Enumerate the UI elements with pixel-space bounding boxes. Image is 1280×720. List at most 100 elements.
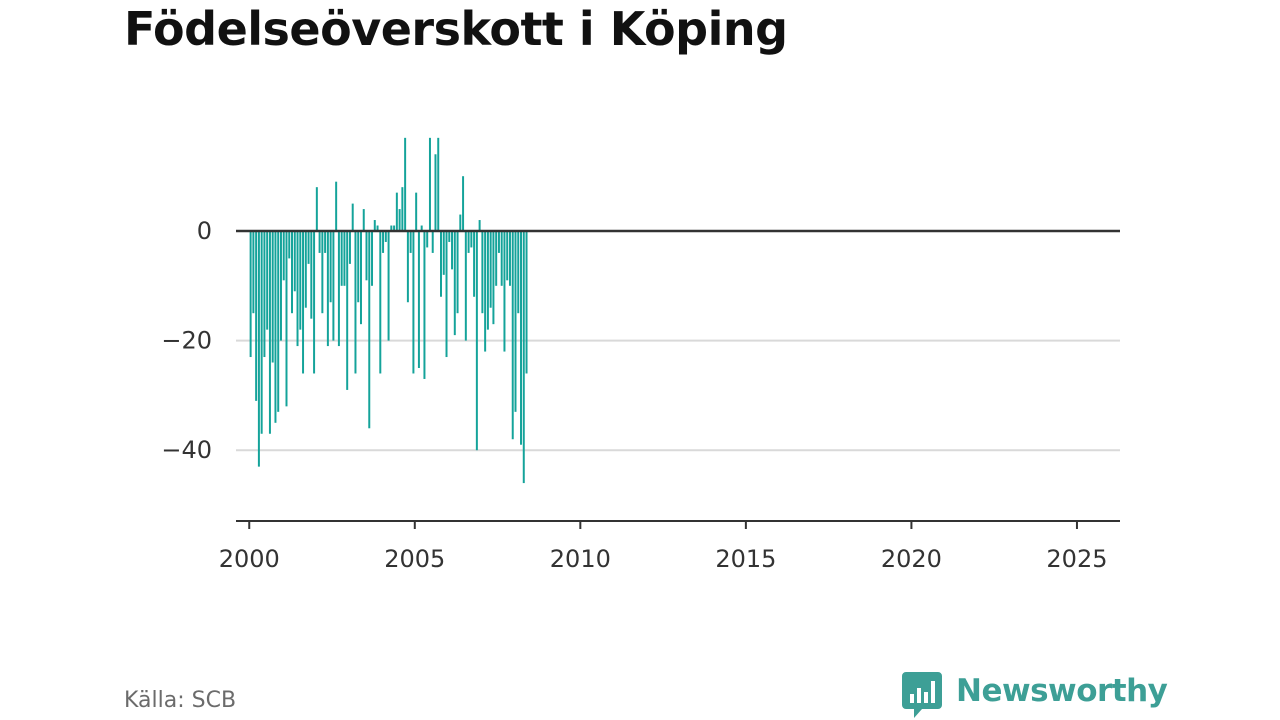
bar [318, 231, 321, 253]
bar [271, 231, 274, 363]
bar [266, 231, 269, 330]
bar [464, 231, 467, 341]
bar [357, 231, 360, 303]
bar [310, 231, 313, 319]
bar [329, 231, 332, 303]
bar [525, 231, 528, 374]
bar [299, 231, 302, 330]
gridlines [236, 339, 1120, 452]
axes [236, 229, 1120, 529]
newsworthy-logo: Newsworthy [902, 672, 1168, 720]
bar [415, 192, 418, 231]
bar [371, 231, 374, 286]
bar [393, 225, 396, 231]
bar [313, 231, 316, 374]
bar [315, 187, 318, 231]
bar [473, 231, 476, 297]
source-note: Källa: SCB [124, 688, 237, 713]
bar [351, 203, 354, 231]
bar [288, 231, 291, 259]
bar [431, 231, 434, 253]
bar [426, 231, 429, 248]
bar [321, 231, 324, 314]
bar-chart: 0 −20 −40 2000 2005 2010 2015 2020 2025 [161, 137, 1120, 573]
bar [456, 231, 459, 314]
bar [428, 137, 431, 231]
bar [304, 231, 307, 308]
bar [492, 231, 495, 325]
bar [453, 231, 456, 336]
bar [522, 231, 525, 484]
x-tick-label: 2010 [550, 545, 611, 573]
bar [354, 231, 357, 374]
bar [255, 231, 258, 401]
y-axis-labels: 0 −20 −40 [161, 217, 212, 464]
bar [332, 231, 335, 341]
bar [484, 231, 487, 352]
bar [448, 231, 451, 242]
bar [326, 231, 329, 347]
bar [412, 231, 415, 374]
bar [307, 231, 310, 264]
bar [437, 137, 440, 231]
bar [514, 231, 517, 412]
bar [346, 231, 349, 390]
bar [417, 231, 420, 368]
bar [362, 209, 365, 231]
bar [508, 231, 511, 286]
bar [500, 231, 503, 286]
y-tick-label: 0 [197, 217, 212, 245]
bars [249, 137, 528, 484]
bar [282, 231, 285, 281]
bar [285, 231, 288, 407]
bar [434, 154, 437, 231]
bar [442, 231, 445, 275]
bar [423, 231, 426, 379]
bar [401, 187, 404, 231]
bar [365, 231, 368, 281]
x-tick-label: 2025 [1046, 545, 1107, 573]
newsworthy-logo-text: Newsworthy [956, 673, 1168, 709]
bar [268, 231, 271, 434]
bar [340, 231, 343, 286]
bar [249, 231, 252, 358]
y-tick-label: −40 [161, 436, 212, 464]
bar [409, 231, 412, 253]
bar [503, 231, 506, 352]
bar [489, 231, 492, 308]
bar [470, 231, 473, 248]
bar [324, 231, 327, 253]
bar [506, 231, 509, 281]
bar [420, 225, 423, 231]
bar [252, 231, 255, 314]
bar [337, 231, 340, 347]
bar [520, 231, 523, 445]
x-tick-label: 2015 [715, 545, 776, 573]
bar [517, 231, 520, 314]
bar [335, 181, 338, 231]
bar [379, 231, 382, 374]
bar [348, 231, 351, 264]
bar [277, 231, 280, 412]
bar [511, 231, 514, 440]
bar [274, 231, 277, 423]
bar [459, 214, 462, 231]
bar [486, 231, 489, 330]
bar [257, 231, 260, 467]
bar [497, 231, 500, 253]
x-axis-labels: 2000 2005 2010 2015 2020 2025 [219, 545, 1108, 573]
bar [462, 176, 465, 231]
bar [440, 231, 442, 297]
chart-title: Födelseöverskott i Köping [124, 2, 788, 56]
bar [293, 231, 296, 292]
bar [475, 231, 478, 451]
bar [279, 231, 282, 341]
x-tick-label: 2005 [384, 545, 445, 573]
bar [445, 231, 448, 358]
bar [302, 231, 305, 374]
bar [398, 209, 401, 231]
bar [373, 220, 376, 231]
x-tick-label: 2000 [219, 545, 280, 573]
bar [478, 220, 481, 231]
bar [359, 231, 362, 325]
